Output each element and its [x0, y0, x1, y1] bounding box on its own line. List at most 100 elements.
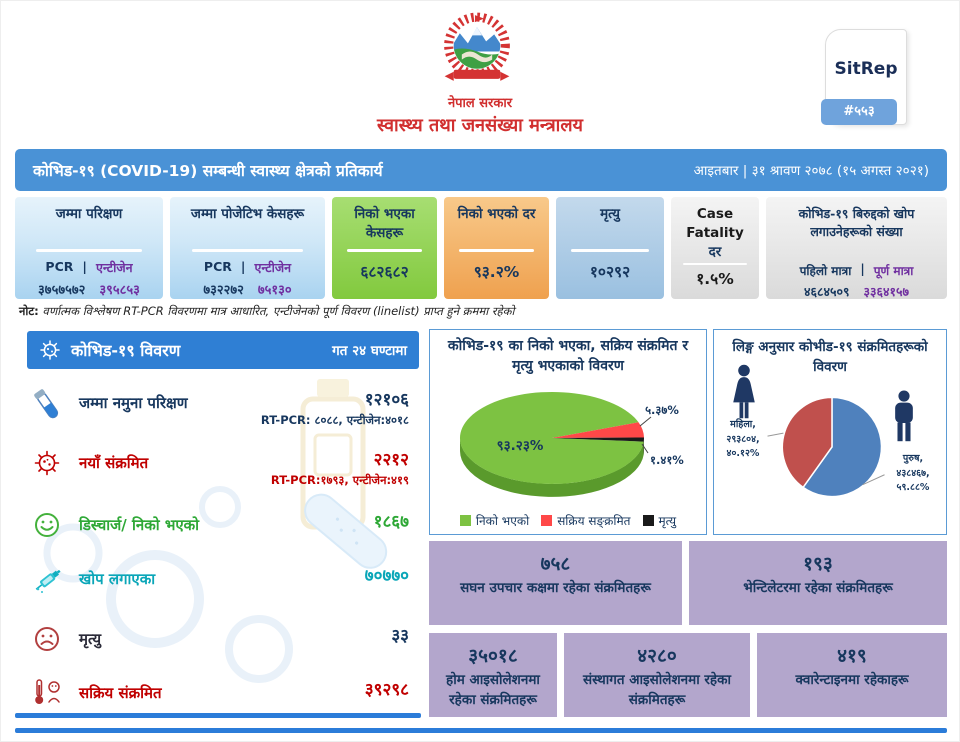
stat-label: क्वारेन्टाइनमा रहेकाहरू — [795, 672, 909, 688]
antigen-value: ७५१३० — [257, 282, 292, 298]
syringe-icon — [31, 563, 67, 601]
sitrep-badge: SitRep #५५३ — [821, 29, 907, 125]
card-title: जम्मा परिक्षण — [55, 206, 123, 222]
bottom-divider — [15, 728, 947, 733]
recovery-rate-value: ९३.२% — [473, 263, 520, 282]
recovered-value: ६८२६८२ — [360, 263, 409, 282]
card-total-tests: जम्मा परिक्षण PCR | एन्टीजेन ३७५७५७२ ३९५… — [15, 197, 163, 299]
row-active-cases: सक्रिय संक्रमित ३९२९८ — [31, 677, 409, 713]
report-title-bar: कोभिड-१९ (COVID-19) सम्बन्धी स्वास्थ्य क… — [15, 149, 947, 191]
row-value: ७०७७० — [364, 566, 409, 586]
legend-label: सक्रिय सङ्क्रमित — [557, 514, 631, 528]
card-divider — [191, 249, 304, 252]
stat-box-icu: ७५८ सघन उपचार कक्षमा रहेका संक्रमितहरू — [429, 541, 682, 625]
gender-pie-title: लिङ्ग अनुसार कोभीड-१९ संक्रमितहरूको विवर… — [732, 339, 928, 375]
card-divider — [571, 249, 649, 252]
col-antigen: एन्टीजेन — [95, 259, 133, 275]
footnote-label: नोट: — [19, 304, 39, 318]
recovery-pie-title: कोभिड-१९ का निको भएका, सक्रिय संक्रमित र… — [447, 338, 689, 375]
col-pcr: PCR — [203, 258, 232, 274]
virus-icon — [31, 447, 67, 483]
watermark-decorations — [43, 379, 388, 683]
row-label: जम्मा नमुना परिक्षण — [79, 394, 188, 412]
row-sub-value: RT-PCR: ८०८८, एन्टीजेन:४०१८ — [260, 413, 409, 427]
card-title: निको भएको दर — [457, 206, 536, 222]
card-case-fatality: Case Fatality दर १.५% — [671, 197, 759, 299]
card-title: मृत्यु — [600, 206, 620, 222]
details-panel-header: कोभिड-१९ विवरण गत २४ घण्टामा — [27, 331, 419, 369]
test-tube-icon — [31, 387, 67, 429]
stat-value: ४२८० — [637, 645, 677, 667]
row-label: खोप लगाएका — [79, 570, 156, 588]
virus-white-icon — [40, 340, 60, 360]
pcr-value: ७३२२७२ — [203, 282, 244, 298]
card-total-positive: जम्मा पोजेटिभ केसहरू PCR | एन्टीजेन ७३२२… — [170, 197, 325, 299]
recovery-pie-chart: ९३.२३% ५.३७% १.४१% — [459, 391, 684, 497]
footnote: नोट: वर्णात्मक विश्लेषण RT-PCR विवरणमा म… — [19, 304, 514, 319]
legend-swatch-deaths — [642, 515, 654, 526]
stat-label: संस्थागत आइसोलेशनमा रहेका संक्रमितहरू — [583, 672, 731, 708]
male-share-label: पुरुष, ४३८४६७, ५९.८८% — [896, 453, 930, 494]
card-recovered: निको भएका केसहरू ६८२६८२ — [332, 197, 437, 299]
details-panel-period: गत २४ घण्टामा — [332, 343, 407, 359]
stat-value: ३५०१८ — [468, 645, 518, 667]
card-divider — [458, 249, 535, 252]
stat-value: ७५८ — [540, 553, 571, 575]
row-value: २२१२ — [373, 450, 409, 470]
row-label: मृत्यु — [79, 630, 102, 648]
male-icon — [895, 390, 913, 442]
recovered-pct-label: ९३.२३% — [497, 438, 544, 454]
card-recovery-rate: निको भएको दर ९३.२% — [444, 197, 549, 299]
virus-watermark — [43, 486, 293, 683]
government-label: नेपाल सरकार — [447, 96, 513, 111]
row-new-infections: नयाँ संक्रमित २२१२ RT-PCR:१७९३, एन्टीजेन… — [31, 447, 409, 488]
ministry-title: स्वास्थ्य तथा जनसंख्या मन्त्रालय — [377, 115, 583, 136]
card-deaths: मृत्यु १०२९२ — [556, 197, 664, 299]
female-share-label: महिला, २९३८०४, ४०.१२% — [726, 419, 760, 460]
legend-label: मृत्यु — [658, 514, 677, 528]
deaths-value: १०२९२ — [589, 263, 631, 282]
summary-cards: जम्मा परिक्षण PCR | एन्टीजेन ३७५७५७२ ३९५… — [15, 197, 947, 299]
female-icon — [733, 364, 755, 419]
deaths-pct-label: १.४१% — [650, 453, 684, 467]
sad-face-icon — [31, 623, 67, 659]
row-total-samples: जम्मा नमुना परिक्षण १२१०६ RT-PCR: ८०८८, … — [31, 387, 409, 429]
card-title: कोभिड-१९ बिरुद्दको खोप लगाउनेहरूको संख्य… — [798, 206, 915, 239]
active-pct-label: ५.३७% — [645, 403, 679, 417]
col-full-dose: पूर्ण मात्रा — [873, 264, 914, 278]
footnote-text: वर्णात्मक विश्लेषण RT-PCR विवरणमा मात्र … — [42, 304, 515, 318]
stat-value: ४१९ — [837, 645, 867, 667]
row-value: ३९२९८ — [364, 680, 409, 700]
report-date: आइतबार | ३१ श्रावण २०७८ (१५ अगस्त २०२१) — [693, 163, 929, 179]
stat-boxes-row-2: ३५०१८ होम आइसोलेशनमा रहेका संक्रमितहरू ४… — [429, 633, 947, 717]
recovery-pie-legend: निको भएको सक्रिय सङ्क्रमित मृत्यु — [430, 512, 706, 529]
pcr-value: ३७५७५७२ — [38, 282, 86, 298]
stat-label: सघन उपचार कक्षमा रहेका संक्रमितहरू — [460, 580, 651, 596]
card-title: निको भएका केसहरू — [354, 206, 415, 241]
row-label: सक्रिय संक्रमित — [79, 684, 162, 702]
sitrep-label: SitRep — [834, 59, 898, 79]
card-divider — [683, 262, 747, 265]
antigen-value: ३९५८५३ — [99, 282, 140, 298]
row-value: १२१०६ — [364, 390, 409, 410]
legend-swatch-active — [541, 515, 553, 526]
row-discharged: डिस्चार्ज/ निको भएको १८६७ — [31, 509, 409, 545]
col-first-dose: पहिलो मात्रा — [799, 264, 852, 278]
row-deaths: मृत्यु ३३ — [31, 623, 409, 659]
col-pcr: PCR — [45, 258, 74, 274]
stat-value: १९३ — [803, 553, 833, 575]
sitrep-number: #५५३ — [821, 99, 897, 125]
gender-pie-chart — [767, 396, 885, 498]
full-dose-value: ३३६४१५७ — [863, 284, 910, 299]
col-separator: | — [860, 262, 865, 276]
thermometer-icon — [31, 677, 67, 713]
stat-boxes-row-1: ७५८ सघन उपचार कक्षमा रहेका संक्रमितहरू १… — [429, 541, 947, 625]
details-panel-title: कोभिड-१९ विवरण — [71, 341, 181, 360]
report-title: कोभिड-१९ (COVID-19) सम्बन्धी स्वास्थ्य क… — [33, 162, 383, 180]
stat-box-ventilator: १९३ भेन्टिलेटरमा रहेका संक्रमितहरू — [689, 541, 947, 625]
row-vaccinated: खोप लगाएका ७०७७० — [31, 563, 409, 601]
card-title: जम्मा पोजेटिभ केसहरू — [190, 206, 305, 222]
card-divider — [35, 249, 143, 252]
smiley-icon — [31, 509, 67, 545]
